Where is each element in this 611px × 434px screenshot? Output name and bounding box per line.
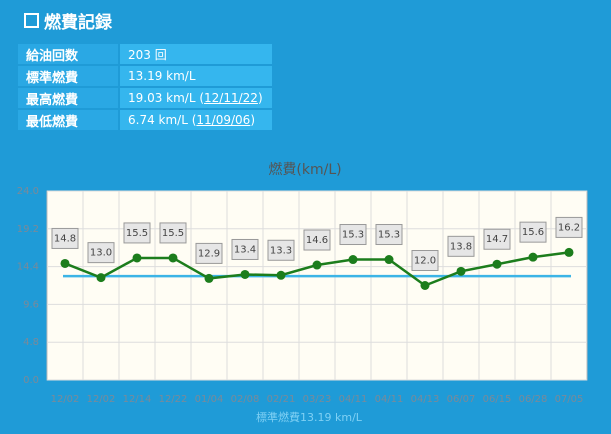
value-text: 13.19 km/L xyxy=(128,69,196,83)
x-tick-label: 04/11 xyxy=(339,394,368,405)
value-text: ) xyxy=(250,113,255,127)
x-tick-label: 01/04 xyxy=(195,394,224,405)
y-tick-label: 0.0 xyxy=(23,375,39,386)
row-label: 標準燃費 xyxy=(16,64,120,88)
y-tick-label: 24.0 xyxy=(17,186,39,197)
header: 燃費記録 xyxy=(24,8,112,33)
data-label: 13.8 xyxy=(450,241,472,252)
table-row: 最低燃費 6.74 km/L (11/09/06) xyxy=(16,108,274,132)
row-label: 最低燃費 xyxy=(16,108,120,132)
label-box xyxy=(339,224,367,246)
label-box xyxy=(195,242,223,264)
plot-area xyxy=(46,190,588,381)
data-label: 15.6 xyxy=(522,227,544,238)
data-label: 12.0 xyxy=(414,256,436,267)
header-title: 燃費記録 xyxy=(44,13,112,33)
point xyxy=(240,269,250,279)
point xyxy=(492,259,502,269)
y-tick-label: 14.4 xyxy=(17,262,39,273)
value-text: 6.74 km/L ( xyxy=(128,113,197,127)
table-row: 最高燃費 19.03 km/L (12/11/22) xyxy=(16,86,274,110)
row-value: 13.19 km/L xyxy=(118,64,274,88)
label-box xyxy=(447,235,475,257)
y-tick-label: 4.8 xyxy=(23,337,39,348)
table-row: 給油回数 203 回 xyxy=(16,42,274,66)
data-label: 15.3 xyxy=(342,230,364,241)
point xyxy=(276,270,286,280)
y-tick-label: 9.6 xyxy=(23,299,39,310)
label-box xyxy=(159,222,187,244)
label-box xyxy=(483,228,511,250)
reference-label: 標準燃費13.19 km/L xyxy=(256,410,363,424)
point xyxy=(384,255,394,265)
value-text: ) xyxy=(257,91,263,105)
value-text: 19.03 km/L ( xyxy=(128,91,205,105)
data-label: 12.9 xyxy=(198,248,220,259)
x-tick-label: 06/15 xyxy=(483,394,512,405)
point xyxy=(312,260,322,270)
x-tick-label: 06/28 xyxy=(519,394,548,405)
label-box xyxy=(303,229,331,251)
x-tick-label: 02/08 xyxy=(231,394,260,405)
point xyxy=(96,273,106,283)
label-box xyxy=(123,222,151,244)
x-tick-label: 07/05 xyxy=(555,394,584,405)
x-tick-label: 04/13 xyxy=(411,394,440,405)
summary-table: 給油回数 203 回標準燃費 13.19 km/L 最高燃費 19.03 km/L (1… xyxy=(16,42,274,132)
row-value: 6.74 km/L (11/09/06) xyxy=(118,108,274,132)
data-label: 15.3 xyxy=(378,230,400,241)
x-tick-label: 06/07 xyxy=(447,394,476,405)
x-tick-label: 12/22 xyxy=(159,394,188,405)
y-tick-label: 19.2 xyxy=(17,224,39,235)
x-tick-label: 03/23 xyxy=(303,394,332,405)
row-label: 最高燃費 xyxy=(16,86,120,110)
data-label: 15.5 xyxy=(126,228,148,239)
label-box xyxy=(231,238,259,260)
x-tick-label: 12/14 xyxy=(123,394,152,405)
date-link[interactable]: 11/09/06 xyxy=(196,113,251,127)
point xyxy=(528,252,538,262)
date-link[interactable]: 12/11/22 xyxy=(204,91,258,105)
data-label: 15.5 xyxy=(162,228,184,239)
label-box xyxy=(519,221,547,243)
point xyxy=(348,255,358,265)
row-value: 203 回 xyxy=(118,42,274,66)
x-tick-label: 12/02 xyxy=(51,394,80,405)
point xyxy=(456,266,466,276)
table-row: 標準燃費 13.19 km/L xyxy=(16,64,274,88)
point xyxy=(132,253,142,263)
data-label: 14.7 xyxy=(486,234,508,245)
x-tick-label: 04/11 xyxy=(375,394,404,405)
chart-title: 燃費(km/L) xyxy=(268,161,341,178)
data-label: 13.3 xyxy=(270,245,292,256)
label-box xyxy=(267,239,295,261)
label-box xyxy=(411,250,439,271)
row-label: 給油回数 xyxy=(16,42,120,66)
point xyxy=(420,281,430,290)
data-label: 13.0 xyxy=(90,248,112,259)
row-value: 19.03 km/L (12/11/22) xyxy=(118,86,274,110)
x-tick-label: 02/21 xyxy=(267,394,296,405)
data-label: 14.6 xyxy=(306,235,328,246)
data-label: 16.2 xyxy=(558,222,580,233)
icon xyxy=(24,13,39,28)
label-box xyxy=(51,227,79,249)
data-label: 13.4 xyxy=(234,244,256,255)
point xyxy=(564,247,574,257)
data-label: 14.8 xyxy=(54,233,76,244)
x-tick-label: 12/02 xyxy=(87,394,116,405)
label-box xyxy=(555,216,583,238)
value-text: 203 回 xyxy=(128,47,167,62)
point xyxy=(204,273,214,283)
chart: 燃費(km/L) 0.0 4.8 9.6 14.4 19.2 24.0 12/02 12/02… xyxy=(17,161,588,424)
label-box xyxy=(375,224,403,246)
point xyxy=(168,253,178,263)
label-box xyxy=(87,242,115,264)
point xyxy=(60,258,70,268)
